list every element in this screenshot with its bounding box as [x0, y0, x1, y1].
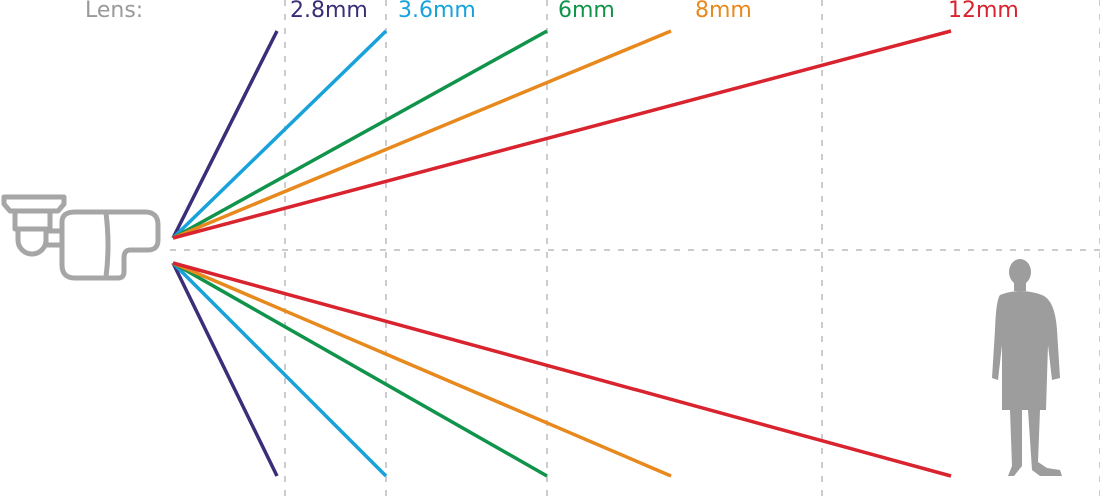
ray-lower-3.6mm [171, 261, 388, 478]
lens-label: 6mm [558, 0, 615, 23]
ray-lower-12mm [172, 261, 952, 478]
lens-label: 2.8mm [290, 0, 368, 23]
lens-label: 12mm [948, 0, 1019, 23]
field-of-view-rays [171, 29, 952, 478]
ray-upper-12mm [172, 29, 952, 240]
ray-upper-6mm [172, 29, 548, 240]
ray-lower-6mm [172, 261, 548, 478]
ray-upper-3.6mm [171, 29, 388, 240]
lens-label: 3.6mm [398, 0, 476, 23]
ray-upper-2.8mm [171, 30, 279, 239]
lens-legend-title: Lens: [85, 0, 144, 23]
ray-lower-2.8mm [171, 262, 279, 477]
bullet-camera-icon [1, 194, 161, 281]
grid-lines [170, 0, 1100, 497]
person-silhouette-icon [992, 259, 1062, 476]
ray-upper-8mm [172, 29, 672, 240]
lens-label: 8mm [695, 0, 752, 23]
ray-lower-8mm [172, 261, 672, 478]
